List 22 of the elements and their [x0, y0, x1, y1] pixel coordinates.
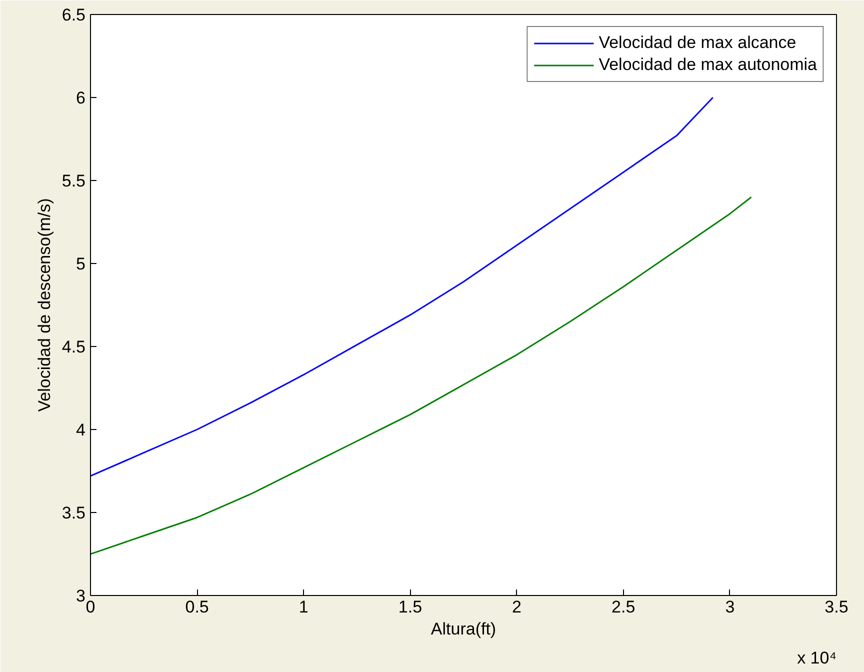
line-series: [90, 96, 714, 477]
y-tick-label: 6.5: [62, 6, 86, 24]
y-axis-title: Velocidad de descenso(m/s): [34, 198, 54, 412]
x-axis-title: Altura(ft): [430, 620, 496, 638]
y-tick-label: 4.5: [62, 338, 86, 356]
x-tick-label: 3: [725, 598, 735, 616]
x-tick-label: 3.5: [824, 598, 848, 616]
text: x 10⁴: [797, 648, 836, 668]
x-tick-label: 0.5: [185, 598, 209, 616]
x-tick-label: 1.5: [398, 598, 422, 616]
y-tick-label: 6: [76, 88, 86, 108]
x-tick-label: 1: [298, 598, 308, 616]
x-tick-label: 0: [86, 598, 96, 616]
y-tick-label: 4: [76, 420, 86, 440]
y-tick-label: 3.5: [62, 504, 86, 522]
legend-label: Velocidad de max autonomia: [598, 55, 817, 75]
x-tick-label: 2: [512, 598, 522, 616]
line-series: [90, 196, 752, 555]
legend-label: Velocidad de max alcance: [598, 33, 796, 53]
y-tick-label: 5: [76, 254, 86, 274]
y-tick-label: 5.5: [62, 172, 86, 190]
x-tick-label: 2.5: [612, 598, 636, 616]
